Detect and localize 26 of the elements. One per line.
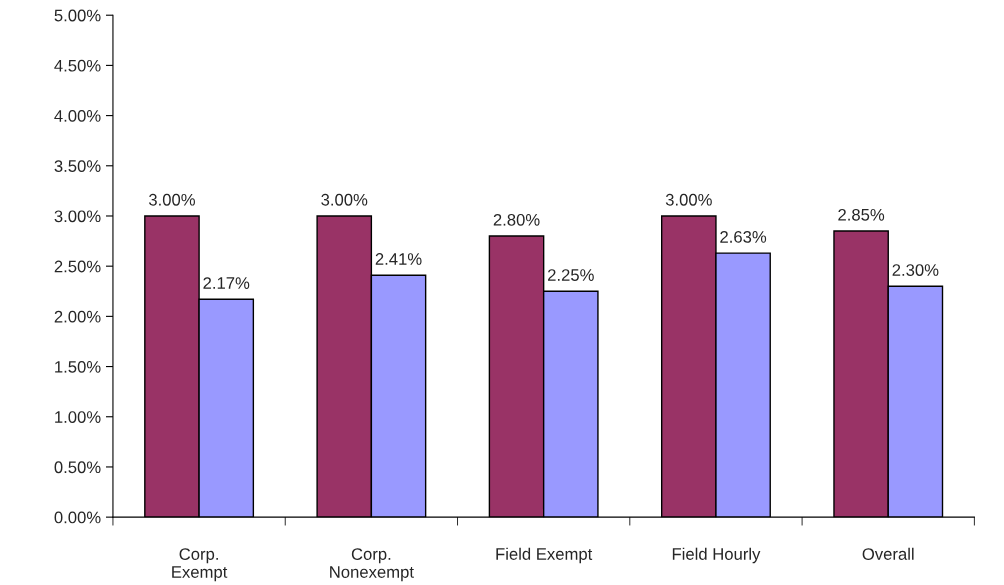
y-tick-label: 1.50% — [55, 360, 101, 373]
y-tick-label: 2.50% — [54, 260, 101, 273]
data-label: 2.63% — [720, 231, 767, 243]
y-tick-label: 1.00% — [55, 411, 101, 423]
data-label: 2.80% — [493, 213, 540, 226]
data-label: 3.00% — [665, 193, 712, 206]
data-label: 3.00% — [321, 193, 368, 206]
y-tick-label: 4.50% — [54, 59, 101, 72]
x-tick-label: Overall — [862, 547, 914, 560]
y-tick-label: 3.00% — [54, 210, 101, 223]
data-label: 2.85% — [838, 208, 885, 221]
x-tick-label: Corp. Exempt — [172, 548, 228, 582]
y-tick-label: 2.00% — [54, 310, 101, 323]
y-tick-label: 0.00% — [54, 511, 101, 524]
data-label: 3.00% — [148, 193, 195, 206]
data-label: 2.17% — [203, 277, 250, 289]
y-tick-label: 0.50% — [54, 461, 101, 474]
data-label: 2.25% — [548, 269, 594, 281]
x-tick-label: Corp. Nonexempt — [330, 548, 414, 582]
y-tick-label: 3.50% — [54, 160, 101, 172]
data-label: 2.30% — [892, 264, 939, 276]
y-tick-label: 5.00% — [54, 9, 101, 22]
x-tick-label: Field Hourly — [672, 547, 761, 564]
y-tick-label: 4.00% — [54, 110, 101, 122]
x-tick-label: Field Exempt — [496, 547, 593, 564]
data-label: 2.41% — [375, 253, 422, 265]
